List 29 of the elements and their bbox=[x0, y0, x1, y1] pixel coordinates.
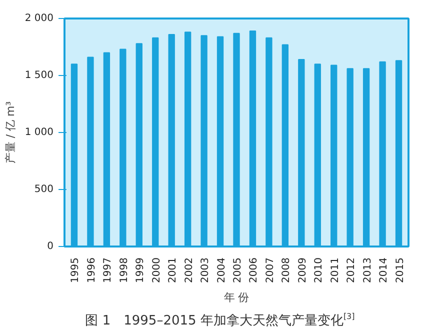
x-tick-label: 2007 bbox=[264, 257, 276, 283]
y-tick-label: 500 bbox=[34, 184, 54, 195]
x-tick-label: 2003 bbox=[200, 257, 212, 283]
y-tick-label: 1 000 bbox=[24, 127, 54, 138]
x-tick-label: 2006 bbox=[248, 257, 260, 283]
y-tick-label: 2 000 bbox=[24, 13, 54, 24]
x-tick-label: 2015 bbox=[394, 257, 406, 283]
x-tick-label: 2005 bbox=[232, 257, 244, 283]
y-axis-title: 产量 / 亿 m³ bbox=[4, 101, 17, 164]
x-tick-label: 2002 bbox=[184, 257, 195, 283]
x-tick-label: 2004 bbox=[216, 257, 228, 283]
x-tick-label: 2014 bbox=[378, 257, 390, 283]
x-tick-label: 1997 bbox=[102, 257, 114, 283]
x-tick-label: 2008 bbox=[281, 257, 292, 283]
x-tick-label: 2009 bbox=[297, 257, 308, 283]
x-tick-label: 2010 bbox=[314, 257, 325, 283]
x-tick-label: 2011 bbox=[330, 257, 341, 283]
x-tick-label: 1999 bbox=[135, 257, 146, 283]
y-tick-label: 0 bbox=[47, 241, 54, 252]
x-tick-label: 2001 bbox=[168, 257, 179, 283]
x-tick-label: 2013 bbox=[362, 257, 374, 283]
x-tick-label: 2012 bbox=[346, 257, 358, 283]
x-axis-title: 年 份 bbox=[224, 290, 250, 304]
x-tick-label: 1998 bbox=[118, 257, 130, 283]
x-tick-label: 1995 bbox=[70, 257, 82, 283]
x-tick-label: 1996 bbox=[86, 257, 98, 283]
y-tick-label: 1 500 bbox=[24, 70, 54, 81]
x-tick-label: 2000 bbox=[151, 257, 162, 283]
text: 图 1 1995–2015 年加拿大天然气产量变化$^{[3]}$ bbox=[84, 311, 356, 330]
